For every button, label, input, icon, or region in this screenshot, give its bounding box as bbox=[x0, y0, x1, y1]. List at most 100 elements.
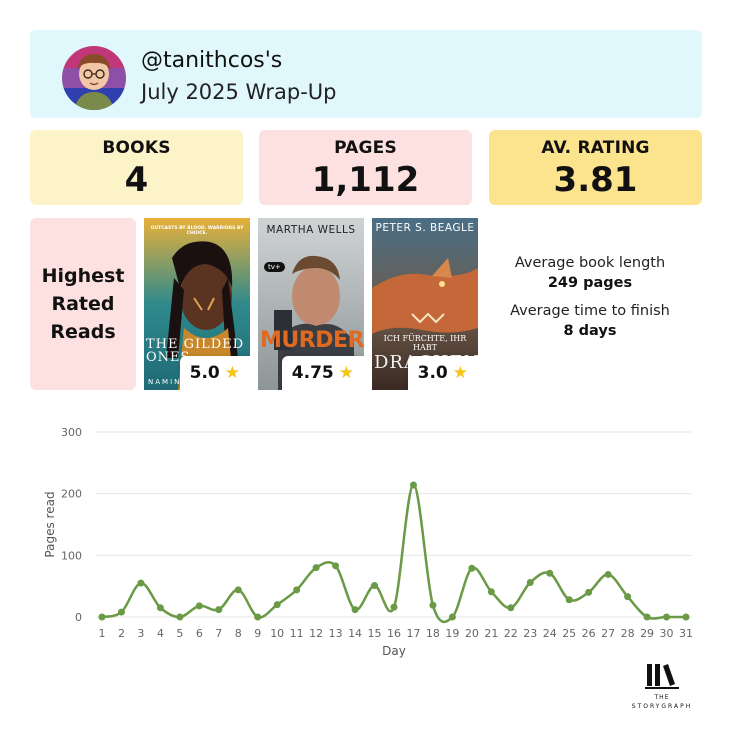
x-tick-label: 25 bbox=[562, 627, 576, 640]
reading-facts: Average book length 249 pages Average ti… bbox=[490, 255, 690, 339]
data-point bbox=[487, 588, 495, 596]
avg-length-value: 249 pages bbox=[547, 275, 633, 291]
x-tick-label: 16 bbox=[387, 627, 401, 640]
data-point bbox=[409, 481, 417, 489]
data-point bbox=[351, 606, 359, 614]
x-axis-label: Day bbox=[382, 644, 406, 658]
book-cover-2[interactable]: MARTHA WELLS tv+ MURDER 4.75 ★ bbox=[258, 218, 364, 390]
book-cover-2-tv-badge: tv+ bbox=[264, 262, 285, 272]
book-cover-1-tagline: OUTCASTS BY BLOOD. WARRIORS BY CHOICE. bbox=[150, 226, 244, 236]
data-point bbox=[293, 586, 301, 594]
logo-brand: STORYGRAPH bbox=[631, 703, 693, 710]
data-point bbox=[254, 613, 262, 621]
x-tick-label: 13 bbox=[329, 627, 343, 640]
data-point bbox=[643, 613, 651, 621]
avg-time-label: Average time to finish bbox=[510, 303, 670, 319]
rating-stat-label: AV. RATING bbox=[541, 138, 650, 158]
data-point bbox=[663, 613, 671, 621]
x-tick-label: 26 bbox=[582, 627, 596, 640]
avatar[interactable] bbox=[62, 46, 126, 110]
book-2-rating-badge: 4.75 ★ bbox=[281, 356, 364, 390]
highest-rated-label-card: Highest Rated Reads bbox=[30, 218, 136, 390]
x-tick-label: 31 bbox=[679, 627, 693, 640]
book-3-rating: 3.0 bbox=[417, 363, 448, 383]
book-1-rating: 5.0 bbox=[189, 363, 220, 383]
x-tick-label: 6 bbox=[196, 627, 203, 640]
data-point bbox=[604, 570, 612, 578]
storygraph-logo: THE STORYGRAPH bbox=[622, 662, 702, 710]
y-tick-label: 100 bbox=[61, 549, 82, 562]
logo-the: THE bbox=[654, 694, 670, 701]
wrapup-header: @tanithcos's July 2025 Wrap-Up bbox=[30, 30, 702, 118]
data-point bbox=[176, 613, 184, 621]
book-cover-1[interactable]: OUTCASTS BY BLOOD. WARRIORS BY CHOICE. T… bbox=[144, 218, 250, 390]
x-tick-label: 7 bbox=[215, 627, 222, 640]
book-cover-3[interactable]: PETER S. BEAGLE ICH FÜRCHTE, IHR HABT DR… bbox=[372, 218, 478, 390]
x-tick-label: 24 bbox=[543, 627, 557, 640]
x-tick-label: 19 bbox=[445, 627, 459, 640]
star-icon: ★ bbox=[338, 363, 354, 383]
x-tick-label: 14 bbox=[348, 627, 362, 640]
x-tick-label: 27 bbox=[601, 627, 615, 640]
x-tick-label: 2 bbox=[118, 627, 125, 640]
page-title: July 2025 Wrap-Up bbox=[141, 80, 337, 104]
data-point bbox=[137, 579, 145, 587]
x-tick-label: 12 bbox=[309, 627, 323, 640]
book-2-rating: 4.75 bbox=[291, 363, 334, 383]
books-stat-card: BOOKS 4 bbox=[30, 130, 243, 205]
data-point bbox=[468, 564, 476, 572]
book-3-rating-badge: 3.0 ★ bbox=[407, 356, 478, 390]
rating-stat-card: AV. RATING 3.81 bbox=[489, 130, 702, 205]
book-1-rating-badge: 5.0 ★ bbox=[179, 356, 250, 390]
x-tick-label: 30 bbox=[660, 627, 674, 640]
data-point bbox=[448, 613, 456, 621]
highest-rated-title: Highest Rated Reads bbox=[41, 265, 125, 343]
storygraph-logo-icon bbox=[645, 664, 679, 689]
data-point bbox=[98, 613, 106, 621]
book-cover-1-title: THE GILDED ONES bbox=[146, 337, 245, 365]
pages-stat-label: PAGES bbox=[334, 138, 397, 158]
books-stat-value: 4 bbox=[124, 160, 149, 200]
data-point bbox=[117, 608, 125, 616]
data-point bbox=[546, 569, 554, 577]
data-point bbox=[332, 562, 340, 570]
book-cover-2-author: MARTHA WELLS bbox=[266, 224, 356, 236]
book-cover-3-author: PETER S. BEAGLE bbox=[375, 222, 475, 234]
x-tick-label: 21 bbox=[484, 627, 498, 640]
x-tick-label: 22 bbox=[504, 627, 518, 640]
data-point bbox=[624, 593, 632, 601]
star-icon: ★ bbox=[224, 363, 240, 383]
book-cover-2-title: MURDER bbox=[260, 328, 364, 353]
data-point bbox=[312, 564, 320, 572]
x-tick-label: 18 bbox=[426, 627, 440, 640]
data-point bbox=[273, 601, 281, 609]
x-tick-label: 11 bbox=[290, 627, 304, 640]
x-tick-label: 1 bbox=[99, 627, 106, 640]
data-point bbox=[526, 578, 534, 586]
y-axis-label: Pages read bbox=[43, 491, 57, 557]
y-tick-label: 300 bbox=[61, 426, 82, 439]
x-tick-label: 5 bbox=[176, 627, 183, 640]
data-point bbox=[195, 602, 203, 610]
books-stat-label: BOOKS bbox=[102, 138, 171, 158]
x-tick-label: 17 bbox=[406, 627, 420, 640]
pages-stat-value: 1,112 bbox=[311, 160, 420, 200]
data-point bbox=[371, 582, 379, 590]
book-cover-3-subtitle: ICH FÜRCHTE, IHR HABT bbox=[383, 334, 467, 352]
y-tick-label: 200 bbox=[61, 488, 82, 501]
star-icon: ★ bbox=[452, 363, 468, 383]
x-tick-label: 3 bbox=[137, 627, 144, 640]
avg-length-label: Average book length bbox=[514, 255, 666, 271]
x-tick-label: 23 bbox=[523, 627, 537, 640]
pages-stat-card: PAGES 1,112 bbox=[259, 130, 472, 205]
data-point bbox=[585, 588, 593, 596]
x-tick-label: 15 bbox=[368, 627, 382, 640]
data-point bbox=[156, 604, 164, 612]
pages-read-line bbox=[101, 483, 686, 624]
data-point bbox=[429, 601, 437, 609]
user-handle: @tanithcos's bbox=[141, 48, 283, 73]
x-tick-label: 10 bbox=[270, 627, 284, 640]
x-tick-label: 29 bbox=[640, 627, 654, 640]
data-point bbox=[390, 603, 398, 611]
